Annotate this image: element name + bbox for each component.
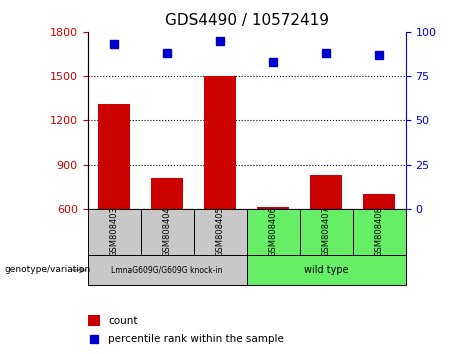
Bar [310,175,342,209]
Text: GSM808406: GSM808406 [269,206,278,257]
Bar [98,104,130,209]
Bar [247,255,406,285]
Text: count: count [108,316,137,326]
Bar [247,209,300,255]
Bar [88,255,247,285]
Bar [300,209,353,255]
Bar [204,76,236,209]
Title: GDS4490 / 10572419: GDS4490 / 10572419 [165,13,329,28]
Bar [353,209,406,255]
Text: GSM808403: GSM808403 [110,206,118,257]
Text: GSM808404: GSM808404 [163,206,171,257]
Bar [151,178,183,209]
Bar [363,194,395,209]
Text: wild type: wild type [304,265,349,275]
Bar [194,209,247,255]
Text: GSM808408: GSM808408 [375,206,384,257]
Bar [88,209,141,255]
Text: LmnaG609G/G609G knock-in: LmnaG609G/G609G knock-in [112,266,223,274]
Text: percentile rank within the sample: percentile rank within the sample [108,334,284,344]
Bar [257,207,289,209]
Bar [88,315,100,326]
Text: GSM808405: GSM808405 [216,206,225,257]
Bar [141,209,194,255]
Text: genotype/variation: genotype/variation [5,266,91,274]
Text: GSM808407: GSM808407 [322,206,331,257]
